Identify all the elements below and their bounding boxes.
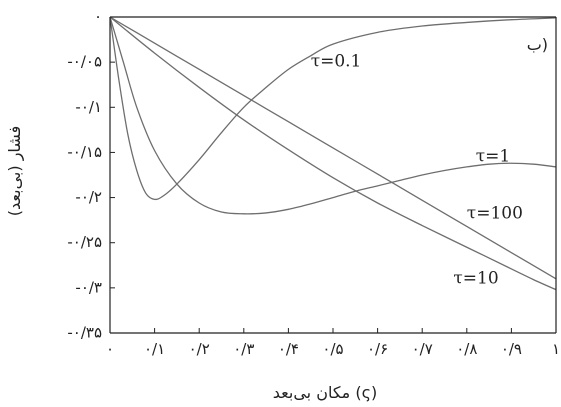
x-tick-label: ۰/۵	[322, 340, 343, 358]
y-tick-label: -۰/۲۵	[67, 233, 102, 251]
series-label-tau-1: τ=1	[476, 146, 510, 166]
series-line-tau-1	[109, 16, 557, 215]
x-tick-label: ۰/۲	[189, 340, 210, 358]
y-tick-label: -۰/۳	[75, 278, 102, 296]
x-tick-label: ۰/۷	[412, 340, 433, 358]
x-tick-label: ۰/۸	[456, 340, 477, 358]
series-label-tau-100: τ=100	[467, 203, 523, 223]
labels-layer: τ=0.1 τ=1 τ=100 τ=10 ۰ -۰/۰۵ -۰/۱ -۰/۱۵ -۰/۲ -۰/۲…	[5, 8, 560, 403]
series-line-tau-0-1	[109, 16, 557, 201]
y-tick-label: -۰/۰۵	[67, 53, 102, 71]
series-line-tau-10	[109, 16, 557, 291]
x-tick-label: ۰/۱	[144, 340, 165, 358]
y-tick-label: -۰/۱	[75, 98, 102, 116]
x-axis-title: مکان بی‌بعد (ς)	[273, 383, 377, 402]
x-tick-label: ۰/۴	[278, 340, 299, 358]
x-tick-label: ۰/۳	[233, 340, 254, 358]
x-tick-label: ۰/۹	[501, 340, 522, 358]
x-tick-label: ۰/۶	[367, 340, 388, 358]
series-line-tau-100	[109, 16, 557, 280]
series-layer	[109, 16, 557, 291]
y-axis-title: فشار (بی‌بعد)	[5, 126, 25, 216]
panel-label: ب)	[527, 35, 548, 54]
axes-layer	[109, 16, 557, 334]
series-label-tau-0-1: τ=0.1	[311, 52, 362, 72]
x-tick-label: ۱	[552, 340, 560, 358]
y-tick-label: -۰/۱۵	[67, 143, 102, 161]
x-tick-label: ۰	[106, 340, 114, 358]
series-label-tau-10: τ=10	[453, 268, 498, 288]
y-tick-label: -۰/۲	[75, 188, 102, 206]
y-tick-label: ۰	[94, 8, 102, 26]
y-tick-label: -۰/۳۵	[67, 324, 102, 342]
